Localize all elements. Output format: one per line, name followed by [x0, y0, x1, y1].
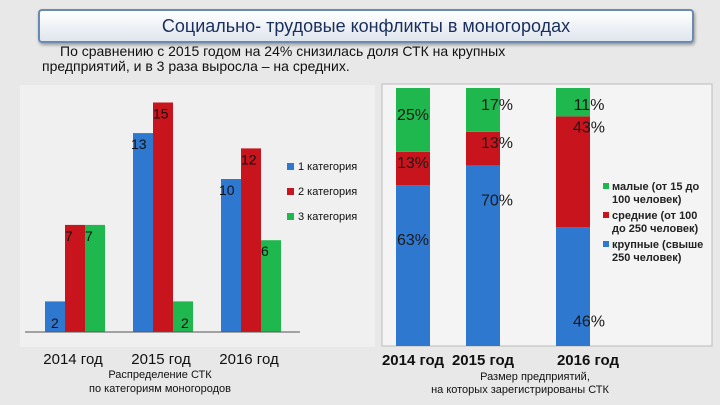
chart1-legend-label: 2 категория: [298, 186, 357, 198]
chart1-x-tick-label: 2015 год: [131, 351, 191, 368]
chart1-legend-swatch: [287, 188, 294, 195]
chart2-data-label: 46%: [573, 314, 605, 331]
chart1-data-label: 6: [261, 243, 269, 259]
chart1-bar: [133, 133, 153, 332]
chart1-data-label: 7: [65, 228, 73, 244]
chart2-data-label: 13%: [481, 135, 513, 152]
chart1-x-tick-label: 2016 год: [219, 351, 279, 368]
chart2-legend-label-line-2: 250 человек): [612, 252, 682, 264]
chart2-legend-swatch: [603, 183, 609, 189]
chart1-caption-line-1: Распределение СТК: [108, 369, 212, 381]
chart1-data-label: 15: [153, 106, 169, 122]
chart2-data-label: 43%: [573, 119, 605, 136]
chart2-plot-area: [381, 83, 713, 347]
chart2-x-tick-label: 2015 год: [452, 352, 515, 369]
chart1-data-label: 13: [131, 136, 147, 152]
chart1-data-label: 10: [219, 182, 235, 198]
chart1-bar: [153, 102, 173, 332]
chart1-data-label: 12: [241, 151, 257, 167]
chart1-legend-label: 3 категория: [298, 211, 357, 223]
chart2-data-label: 63%: [397, 232, 429, 249]
chart2-x-tick-label: 2016 год: [557, 352, 620, 369]
chart2-bar-segment: [556, 227, 590, 346]
subtitle-line-2: предприятий, и в 3 раза выросла – на сре…: [42, 58, 350, 74]
chart2-data-label: 11%: [574, 97, 605, 114]
chart2-bar-segment: [466, 88, 500, 132]
chart2-data-label: 17%: [481, 97, 513, 114]
chart1-data-label: 2: [181, 315, 189, 331]
chart2-data-label: 25%: [397, 107, 429, 124]
chart1-bar: [85, 224, 105, 332]
chart2-caption-line-2: на которых зарегистрированы СТК: [431, 384, 609, 396]
chart1-bar: [173, 301, 193, 332]
chart2-legend-label-line-1: крупные (свыше: [612, 239, 703, 251]
chart2-bar-segment: [396, 88, 430, 152]
chart2-legend-label-line-2: до 250 человек): [612, 223, 698, 235]
chart2-legend-label-line-1: малые (от 15 до: [612, 181, 699, 193]
chart1-data-label: 2: [51, 315, 59, 331]
chart2-data-label: 13%: [397, 155, 429, 172]
chart1-data-label: 7: [85, 228, 93, 244]
chart2-bar-segment: [396, 185, 430, 346]
chart2-bar-segment: [466, 131, 500, 166]
chart1-x-tick-label: 2014 год: [43, 351, 103, 368]
chart2-bar-segment: [556, 116, 590, 228]
chart1-bar: [261, 240, 281, 332]
chart2-legend-swatch: [603, 241, 609, 247]
chart2-legend-label-line-2: 100 человек): [612, 194, 682, 206]
chart1-bar: [221, 179, 241, 332]
chart2-data-label: 70%: [481, 192, 513, 209]
chart1-legend-swatch: [287, 213, 294, 220]
page-title: Социально- трудовые конфликты в моногоро…: [38, 9, 694, 43]
chart1-legend-swatch: [287, 163, 294, 170]
chart1-caption-line-2: по категориям моногородов: [89, 383, 231, 395]
chart2-x-tick-label: 2014 год: [382, 352, 445, 369]
chart2-legend-swatch: [603, 212, 609, 218]
subtitle-line-1: По сравнению с 2015 годом на 24% снизила…: [60, 43, 506, 59]
chart2-bar-segment: [396, 151, 430, 186]
chart1-bar: [45, 301, 65, 332]
chart2-bar-segment: [556, 88, 590, 117]
chart2-caption-line-1: Размер предприятий,: [480, 371, 590, 383]
chart1-bar: [241, 148, 261, 332]
chart1-legend-label: 1 категория: [298, 161, 357, 173]
chart2-legend-label-line-1: средние (от 100: [612, 210, 697, 222]
chart2-bar-segment: [466, 165, 500, 346]
page-subtitle: По сравнению с 2015 годом на 24% снизила…: [42, 44, 642, 74]
chart1-bar: [65, 224, 85, 332]
